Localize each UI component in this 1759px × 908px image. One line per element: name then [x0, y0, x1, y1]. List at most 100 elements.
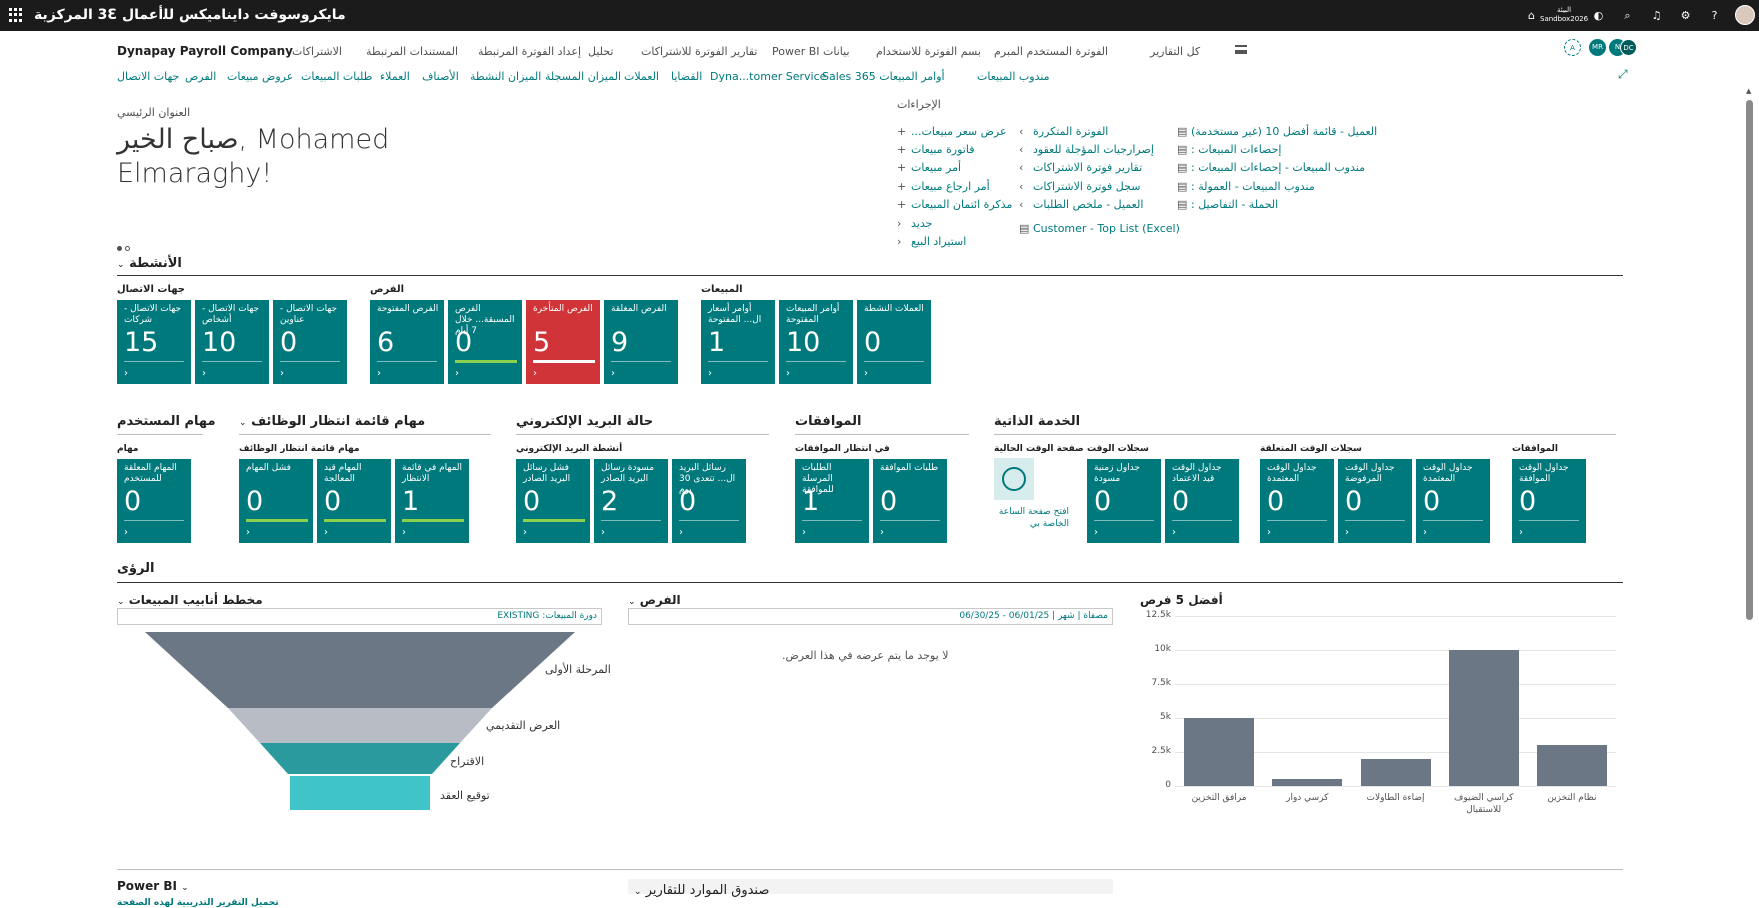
- more-menu-icon[interactable]: [1235, 45, 1247, 54]
- action-import-sale[interactable]: › استيراد البيع: [897, 235, 966, 248]
- self-service-header[interactable]: الخدمة الذاتية: [994, 414, 1081, 429]
- cue-tile[interactable]: جداول الوقت المرفوضة 0 ›: [1338, 459, 1412, 543]
- job-queue-header[interactable]: مهام قائمة انتظار الوظائف ⌄: [239, 414, 425, 429]
- cue-tile[interactable]: الطلبات المرسلة للموافقة 1 ›: [795, 459, 869, 543]
- navlink-items[interactable]: الأصناف: [422, 70, 459, 83]
- opportunities-filter[interactable]: مصفاة | شهر | 06/01/25 - 06/30/25: [628, 608, 1113, 625]
- navlink-opportunities[interactable]: الفرص: [185, 70, 217, 83]
- action-deferred-contracts[interactable]: ‹ إصرارجيات المؤجلة للعقود: [1019, 143, 1154, 156]
- menu-linked-billing-setup[interactable]: إعداد الفوترة المرتبطة: [478, 45, 582, 58]
- scroll-thumb[interactable]: [1746, 100, 1753, 620]
- pager-dot[interactable]: [125, 246, 130, 251]
- action-new-sales-quote[interactable]: + عرض سعر مبيعات...: [897, 125, 1007, 138]
- pager-dot[interactable]: [117, 246, 122, 251]
- navlink-currencies[interactable]: العملات: [624, 70, 659, 83]
- powerbi-card-title[interactable]: Power BI ⌄: [117, 879, 189, 893]
- menu-powerbi[interactable]: بيانات Power BI: [772, 45, 850, 58]
- navlink-active-budget[interactable]: الميزان النشطة: [470, 70, 542, 83]
- opportunities-card-title[interactable]: الفرص ⌄: [628, 593, 681, 607]
- action-customer-top-list-excel[interactable]: ▤ Customer - Top List (Excel): [1019, 222, 1180, 235]
- page-scrollbar[interactable]: ▲: [1745, 87, 1754, 894]
- chart-bar[interactable]: [1448, 650, 1519, 786]
- pipeline-filter[interactable]: دورة المبيعات: EXISTING: [117, 608, 602, 625]
- open-clock-link[interactable]: افتح صفحة الساعة الخاصة بي: [998, 507, 1069, 529]
- cue-tile[interactable]: جهات الاتصال - أشخاص 10 ›: [195, 300, 269, 384]
- action-customer-top10[interactable]: ▤ العميل - قائمة أفضل 10 (غير مستخدمة): [1177, 125, 1377, 138]
- cue-tile[interactable]: جداول زمنية مسودة 0 ›: [1087, 459, 1161, 543]
- action-salesperson-commission[interactable]: ▤ مندوب المبيعات - العمولة :: [1177, 180, 1315, 193]
- cue-tile[interactable]: المهام قيد المعالجة 0 ›: [317, 459, 391, 543]
- cue-tile[interactable]: رسائل البريد ال... تتعدى 30 يوم 0 ›: [672, 459, 746, 543]
- action-new-sales-invoice[interactable]: + فاتورة مبيعات: [897, 143, 974, 156]
- cue-tile[interactable]: الفرص المغلقة 9 ›: [604, 300, 678, 384]
- cue-tile[interactable]: فشل رسائل البريد الصادر 0 ›: [516, 459, 590, 543]
- navlink-cases[interactable]: القضايا: [671, 70, 703, 83]
- action-salesperson-statistics[interactable]: ▤ مندوب المبيعات - إحصاءات المبيعات :: [1177, 161, 1365, 174]
- help-icon[interactable]: ?: [1711, 9, 1718, 22]
- navlink-customers[interactable]: العملاء: [380, 70, 410, 83]
- cue-tile[interactable]: جداول الوقت الموافقة 0 ›: [1512, 459, 1586, 543]
- chart-bar[interactable]: [1272, 779, 1343, 786]
- activities-header[interactable]: الأنشطة ⌄: [117, 256, 182, 271]
- action-sub-billing-log[interactable]: ‹ سجل فوترة الاشتراكات: [1019, 180, 1140, 193]
- cue-tile[interactable]: الفرص المسبقة... خلال 7 أيام 0 ›: [448, 300, 522, 384]
- reports-box-title[interactable]: صندوق الموارد للتقارير ⌄: [634, 883, 769, 898]
- powerbi-load-link[interactable]: تحميل التقرير التدريبية لهذه الصفحة: [117, 898, 279, 908]
- navlink-sales-quotes[interactable]: عروض مبيعات: [227, 70, 294, 83]
- pipeline-card-title[interactable]: مخطط أنابيب المبيعات ⌄: [117, 593, 263, 607]
- cue-tile[interactable]: العملات النشطة 0 ›: [857, 300, 931, 384]
- environment-badge[interactable]: البيئة Sandbox2026: [1540, 6, 1588, 24]
- app-launcher-icon[interactable]: [9, 8, 23, 22]
- navlink-sales-orders[interactable]: طلبات المبيعات: [301, 70, 373, 83]
- company-name[interactable]: Dynapay Payroll Company: [117, 44, 293, 58]
- cue-tile[interactable]: جداول الوقت المعتمدة 0 ›: [1260, 459, 1334, 543]
- action-new[interactable]: › جديد: [897, 217, 932, 230]
- cue-tile[interactable]: مسودة رسائل البريد الصادر 2 ›: [594, 459, 668, 543]
- search-icon[interactable]: ⌕: [1624, 9, 1631, 22]
- cue-tile[interactable]: جداول الوقت قيد الاعتماد 0 ›: [1165, 459, 1239, 543]
- menu-usage-billing-2[interactable]: ﺑﺴﻢ الفوترة للاستخدام: [876, 45, 981, 58]
- menu-analysis[interactable]: تحليل: [588, 45, 614, 58]
- user-tasks-header[interactable]: مهام المستخدم: [117, 414, 216, 429]
- menu-subscriptions[interactable]: الاشتراكات: [292, 45, 342, 58]
- badge-a[interactable]: A: [1564, 39, 1581, 56]
- navlink-365-sales-orders[interactable]: أوامر المبيعات 365 Sales: [822, 70, 945, 83]
- menu-all-reports[interactable]: كل التقارير: [1150, 45, 1201, 58]
- action-recurring-billing[interactable]: ‹ الفوترة المتكررة: [1019, 125, 1108, 138]
- cue-tile[interactable]: جهات الاتصال - عناوين 0 ›: [273, 300, 347, 384]
- cue-tile[interactable]: الفرص المفتوحة 6 ›: [370, 300, 444, 384]
- gear-icon[interactable]: ⚙: [1680, 9, 1691, 22]
- cue-tile[interactable]: جداول الوقت المعتمدة 0 ›: [1416, 459, 1490, 543]
- menu-related-docs[interactable]: المستندات المرتبطة: [366, 45, 459, 58]
- scroll-up-icon[interactable]: ▲: [1746, 87, 1752, 95]
- menu-sub-billing-reports[interactable]: تقارير الفوترة للاشتراكات: [641, 45, 758, 58]
- chart-bar[interactable]: [1536, 745, 1607, 786]
- bell-icon[interactable]: ♫: [1651, 9, 1662, 22]
- action-sub-billing-reports[interactable]: ‹ تقارير فوترة الاشتراكات: [1019, 161, 1142, 174]
- expand-icon[interactable]: ⤢: [1618, 67, 1628, 81]
- action-campaign-details[interactable]: ▤ الحملة - التفاصيل :: [1177, 198, 1278, 211]
- cue-tile[interactable]: المهام في قائمة الانتظار 1 ›: [395, 459, 469, 543]
- navlink-contacts[interactable]: جهات الاتصال: [117, 70, 180, 83]
- navlink-salesperson[interactable]: مندوب المبيعات: [977, 70, 1050, 83]
- cue-tile[interactable]: طلبات الموافقة 0 ›: [873, 459, 947, 543]
- badge-mr[interactable]: MR: [1589, 39, 1606, 56]
- clock-tile[interactable]: [994, 458, 1034, 500]
- cue-tile[interactable]: الفرص المتأخرة 5 ›: [526, 300, 600, 384]
- cue-tile[interactable]: أوامر أسعار ال... المفتوحة 1 ›: [701, 300, 775, 384]
- chart-bar[interactable]: [1184, 718, 1255, 786]
- badge-dc[interactable]: DC: [1620, 39, 1637, 56]
- headline-pager[interactable]: [117, 236, 133, 255]
- action-new-credit-memo[interactable]: + مذكرة ائتمان المبيعات: [897, 198, 1012, 211]
- navlink-posted-budget[interactable]: الميزان المسجلة: [545, 70, 622, 83]
- navlink-customer-service[interactable]: Dyna...tomer Service: [710, 70, 827, 83]
- cue-tile[interactable]: المهام المعلقة للمستخدم 0 ›: [117, 459, 191, 543]
- chart-bar[interactable]: [1360, 758, 1431, 786]
- funnel-stage-3[interactable]: [260, 743, 460, 774]
- action-customer-order-summary[interactable]: ‹ العميل - ملخص الطلبات: [1019, 198, 1143, 211]
- cue-tile[interactable]: أوامر المبيعات المفتوحة 10 ›: [779, 300, 853, 384]
- email-status-header[interactable]: حالة البريد الإلكتروني: [516, 414, 654, 429]
- cue-tile[interactable]: جهات الاتصال - شركات 15 ›: [117, 300, 191, 384]
- funnel-stage-2[interactable]: [228, 708, 492, 743]
- approvals-header[interactable]: الموافقات: [795, 414, 862, 429]
